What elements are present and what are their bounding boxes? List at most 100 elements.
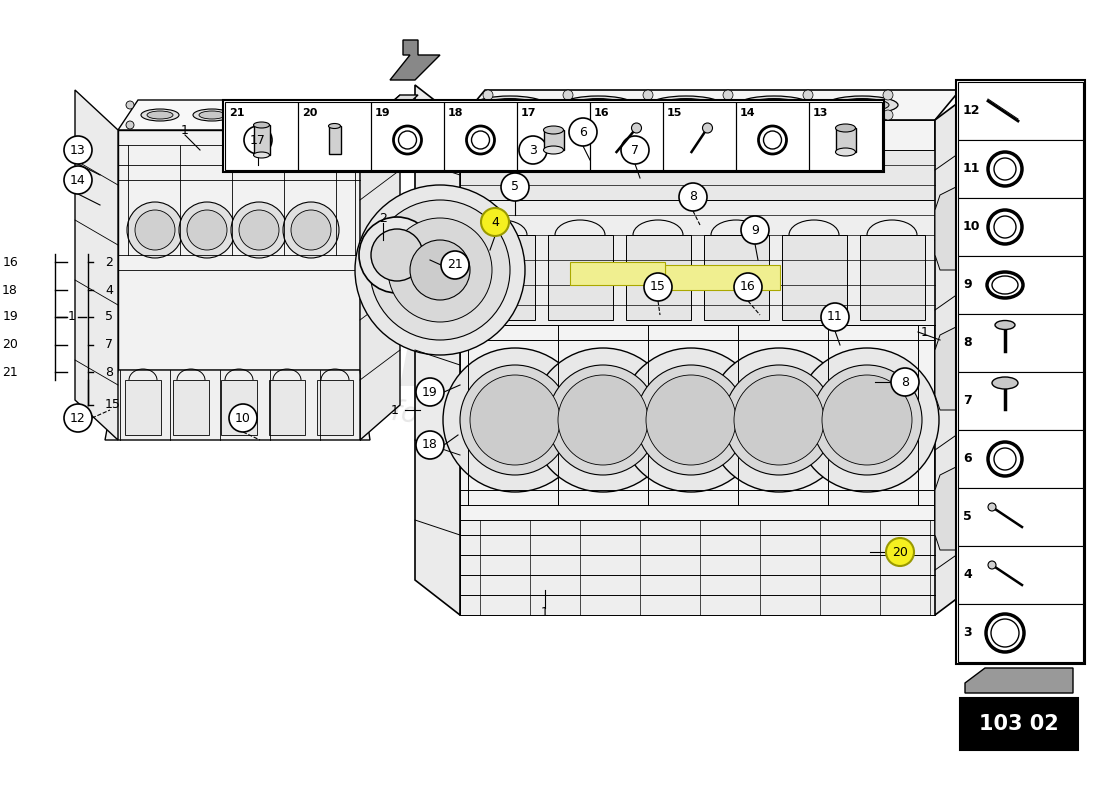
Polygon shape: [935, 320, 975, 410]
Text: 103 02: 103 02: [979, 714, 1059, 734]
Polygon shape: [118, 100, 380, 130]
Bar: [956, 80, 1085, 664]
Text: a passion for parts: a passion for parts: [250, 378, 510, 442]
Polygon shape: [104, 370, 370, 440]
Polygon shape: [965, 668, 1072, 693]
Text: 9: 9: [751, 223, 759, 237]
Circle shape: [563, 110, 573, 120]
Text: 10: 10: [235, 411, 251, 425]
Text: 14: 14: [70, 174, 86, 186]
Ellipse shape: [747, 98, 801, 111]
Circle shape: [563, 90, 573, 100]
Bar: [958, 372, 1084, 430]
Circle shape: [283, 202, 339, 258]
Circle shape: [481, 208, 509, 236]
Bar: [958, 256, 1084, 314]
Text: 6: 6: [579, 126, 587, 138]
Ellipse shape: [141, 109, 179, 121]
Ellipse shape: [147, 111, 173, 119]
Circle shape: [370, 200, 510, 340]
Bar: [958, 604, 1084, 662]
Ellipse shape: [253, 152, 270, 158]
Circle shape: [723, 110, 733, 120]
Text: 7: 7: [631, 143, 639, 157]
Bar: [317, 380, 353, 435]
Circle shape: [239, 210, 279, 250]
Text: 15: 15: [667, 108, 682, 118]
Circle shape: [355, 185, 525, 355]
Ellipse shape: [562, 96, 634, 114]
Circle shape: [231, 202, 287, 258]
Text: 11: 11: [827, 310, 843, 323]
Circle shape: [644, 90, 653, 100]
Bar: [704, 235, 769, 320]
Text: 18: 18: [2, 283, 18, 297]
Bar: [125, 380, 161, 435]
Circle shape: [388, 218, 492, 322]
Ellipse shape: [996, 321, 1015, 330]
Text: 19: 19: [2, 310, 18, 323]
Text: 2: 2: [379, 211, 387, 225]
Text: 3: 3: [962, 626, 971, 639]
Circle shape: [64, 136, 92, 164]
Ellipse shape: [483, 98, 537, 111]
Polygon shape: [118, 130, 360, 370]
Ellipse shape: [329, 123, 341, 129]
Text: 5: 5: [512, 181, 519, 194]
Text: 8: 8: [901, 375, 909, 389]
Circle shape: [795, 348, 939, 492]
Text: 16: 16: [594, 108, 609, 118]
Polygon shape: [935, 460, 975, 550]
Ellipse shape: [543, 126, 563, 134]
Text: 5: 5: [962, 510, 971, 523]
Bar: [590, 102, 663, 170]
Bar: [270, 380, 305, 435]
Text: 13: 13: [70, 143, 86, 157]
Polygon shape: [570, 262, 666, 285]
Bar: [371, 102, 444, 170]
Ellipse shape: [199, 111, 226, 119]
Circle shape: [812, 365, 922, 475]
Bar: [958, 314, 1084, 372]
Bar: [329, 126, 341, 154]
Circle shape: [707, 348, 851, 492]
Bar: [836, 128, 856, 152]
Circle shape: [126, 121, 134, 129]
Text: 20: 20: [892, 546, 907, 558]
Bar: [548, 235, 613, 320]
Circle shape: [483, 110, 493, 120]
Circle shape: [741, 216, 769, 244]
Bar: [444, 102, 517, 170]
Text: 8: 8: [962, 337, 971, 350]
Text: 21: 21: [447, 258, 463, 271]
Circle shape: [548, 365, 658, 475]
Text: 14: 14: [740, 108, 756, 118]
Bar: [221, 380, 257, 435]
Ellipse shape: [826, 96, 898, 114]
Circle shape: [346, 101, 354, 109]
Circle shape: [64, 404, 92, 432]
Circle shape: [179, 202, 235, 258]
Circle shape: [126, 202, 183, 258]
Text: 17: 17: [250, 134, 266, 146]
Circle shape: [126, 101, 134, 109]
Text: 3: 3: [529, 143, 537, 157]
Circle shape: [558, 375, 648, 465]
Ellipse shape: [659, 98, 713, 111]
Bar: [223, 100, 884, 172]
Polygon shape: [666, 265, 780, 290]
Bar: [470, 235, 535, 320]
Ellipse shape: [543, 146, 563, 154]
Text: 12: 12: [962, 105, 980, 118]
Text: 1: 1: [182, 123, 189, 137]
Circle shape: [500, 173, 529, 201]
Text: 4: 4: [962, 569, 971, 582]
Text: europarts: europarts: [158, 294, 681, 386]
Text: 19: 19: [375, 108, 390, 118]
Text: 2: 2: [104, 255, 113, 269]
Text: 12: 12: [70, 411, 86, 425]
Text: 16: 16: [2, 255, 18, 269]
Circle shape: [470, 375, 560, 465]
Ellipse shape: [571, 98, 625, 111]
Circle shape: [988, 503, 996, 511]
